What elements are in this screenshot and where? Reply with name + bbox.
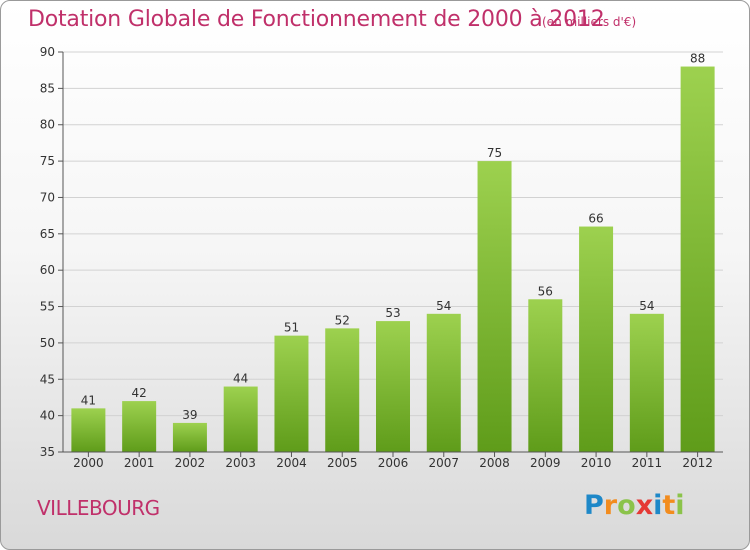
bar-value-label: 75 — [487, 146, 502, 160]
bars: 41 42 39 44 51 52 53 54 75 56 66 54 88 — [71, 52, 715, 452]
x-tick-label: 2000 — [73, 456, 104, 470]
bar-value-label: 44 — [233, 372, 248, 386]
x-axis: 2000 2001 2002 2003 2004 2005 2006 2007 2008 2009… — [63, 451, 723, 470]
chart-subtitle: (en milliers d'€) — [542, 15, 637, 29]
x-tick-label: 2001 — [124, 456, 155, 470]
x-tick-label: 2002 — [175, 456, 206, 470]
logo-letter: i — [675, 490, 685, 521]
y-tick-label: 45 — [40, 372, 55, 386]
x-tick-label: 2009 — [530, 456, 561, 470]
x-tick-label: 2004 — [276, 456, 307, 470]
x-tick-label: 2012 — [682, 456, 713, 470]
logo-letter: P — [584, 490, 604, 521]
logo-letter: x — [635, 490, 654, 521]
bar-value-label: 51 — [284, 321, 299, 335]
city-name: VILLEBOURG — [37, 496, 160, 520]
logo-letter: t — [662, 490, 676, 521]
bar — [172, 422, 207, 452]
bar — [579, 226, 614, 452]
bar-value-label: 41 — [81, 393, 96, 407]
bar — [274, 335, 309, 452]
y-tick-label: 50 — [40, 336, 55, 350]
bar-value-label: 53 — [385, 306, 400, 320]
logo-letter: r — [603, 490, 618, 521]
y-tick-label: 75 — [40, 154, 55, 168]
chart-title: Dotation Globale de Fonctionnement de 20… — [28, 7, 605, 32]
bar-value-label: 39 — [182, 408, 197, 422]
x-tick-label: 2007 — [428, 456, 459, 470]
y-axis: 35 40 45 50 55 60 65 70 75 80 85 90 — [40, 45, 64, 459]
bar-value-label: 54 — [436, 299, 451, 313]
x-tick-label: 2005 — [327, 456, 358, 470]
bar — [477, 161, 512, 452]
x-tick-label: 2011 — [632, 456, 663, 470]
y-tick-label: 35 — [40, 445, 55, 459]
y-tick-label: 80 — [40, 118, 55, 132]
bar — [376, 321, 410, 452]
x-tick-label: 2003 — [225, 456, 256, 470]
bar — [122, 401, 157, 452]
y-tick-label: 60 — [40, 263, 55, 277]
bar-value-label: 54 — [639, 299, 654, 313]
bar-value-label: 88 — [690, 52, 705, 66]
proxiti-logo: Proxiti — [584, 490, 685, 521]
y-tick-label: 55 — [40, 300, 55, 314]
y-tick-label: 40 — [40, 409, 55, 423]
bar — [528, 299, 563, 452]
bar-value-label: 52 — [335, 313, 350, 327]
x-tick-label: 2006 — [378, 456, 409, 470]
bar-value-label: 42 — [132, 386, 147, 400]
bar — [71, 408, 106, 452]
y-tick-label: 85 — [40, 81, 55, 95]
bar — [426, 313, 461, 452]
y-tick-label: 65 — [40, 227, 55, 241]
y-tick-label: 90 — [40, 45, 55, 59]
y-tick-label: 70 — [40, 190, 55, 204]
logo-letter: o — [617, 490, 636, 521]
x-tick-label: 2010 — [581, 456, 612, 470]
x-tick-label: 2008 — [479, 456, 510, 470]
bar — [223, 386, 258, 452]
bar — [325, 328, 360, 452]
logo-letter: i — [653, 490, 663, 521]
bar-value-label: 56 — [538, 284, 553, 298]
bar-value-label: 66 — [588, 212, 603, 226]
bar — [680, 66, 715, 452]
bar — [629, 313, 664, 452]
